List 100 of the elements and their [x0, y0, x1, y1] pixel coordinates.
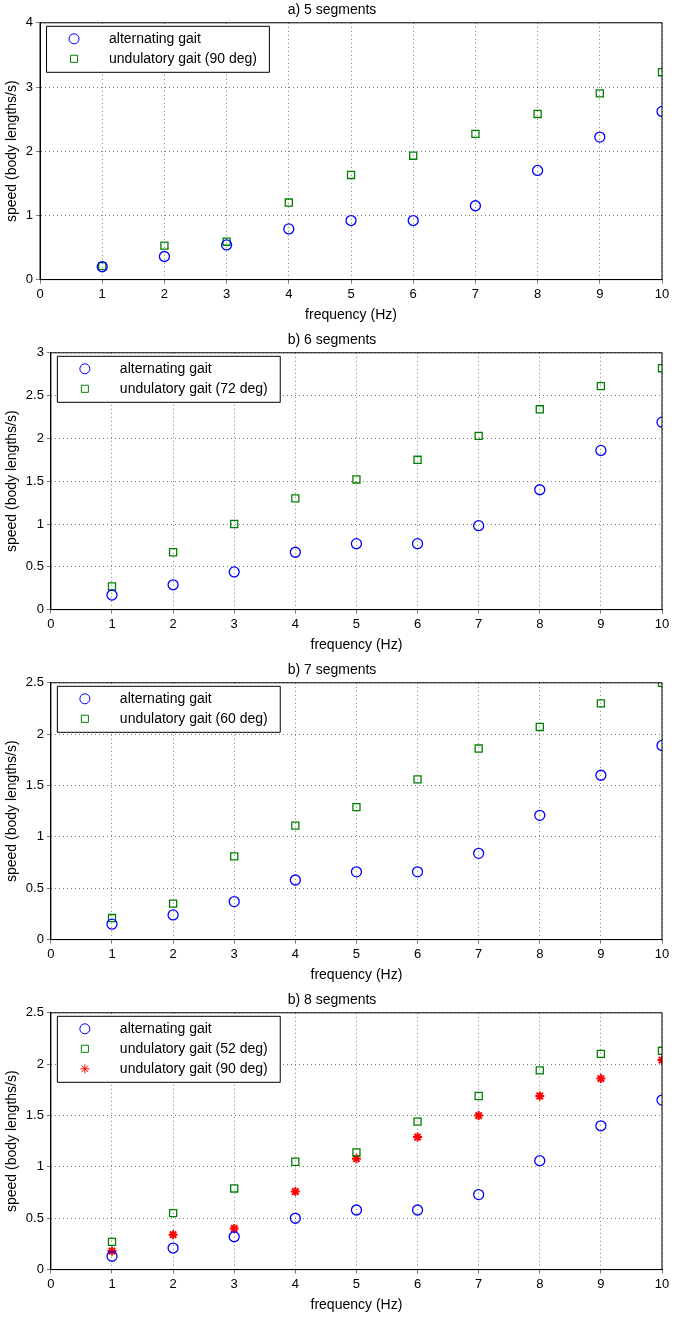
point [595, 769, 607, 781]
point [228, 895, 240, 908]
y-tick-label: 1 [25, 206, 34, 222]
x-tick-label: 7 [475, 945, 483, 961]
x-tick-label: 3 [230, 1275, 238, 1291]
point [230, 852, 239, 861]
point [283, 223, 295, 235]
legend-label: undulatory gait (90 deg) [109, 49, 257, 66]
point [352, 475, 361, 484]
x-tick-label: 10 [654, 1275, 670, 1291]
point [474, 744, 483, 753]
y-tick-label: 0 [36, 601, 44, 617]
point [350, 1153, 362, 1165]
point [595, 444, 607, 457]
x-tick-label: 6 [413, 1275, 422, 1291]
legend-label: undulatory gait (60 deg) [119, 709, 268, 726]
point [222, 237, 231, 246]
legend-label: alternating gait [119, 359, 212, 376]
point [168, 899, 178, 908]
x-tick-label: 0 [47, 1275, 55, 1291]
legend-label: alternating gait [119, 689, 212, 706]
x-tick-label: 10 [654, 615, 670, 631]
y-tick-label: 0 [25, 271, 34, 287]
y-tick-label: 2 [36, 1055, 44, 1071]
point [291, 821, 300, 830]
y-tick-label: 3 [36, 344, 44, 360]
x-tick-label: 5 [347, 285, 355, 301]
point [228, 566, 240, 578]
legend-label: undulatory gait (72 deg) [119, 379, 268, 396]
x-tick-label: 6 [413, 615, 422, 631]
point [167, 909, 179, 921]
legend-label: alternating gait [119, 1019, 212, 1036]
y-tick-label: 0.5 [25, 1209, 44, 1225]
point [409, 151, 418, 160]
point [284, 198, 293, 207]
x-tick-label: 0 [47, 945, 55, 961]
point [471, 129, 480, 139]
point [350, 538, 363, 550]
point [594, 131, 606, 143]
point [534, 484, 546, 496]
x-tick-label: 6 [413, 945, 422, 961]
x-tick-label: 7 [475, 615, 483, 631]
x-tick-label: 8 [536, 945, 544, 961]
point [531, 164, 544, 177]
chart-title: b) 8 segments [287, 991, 377, 1008]
point [595, 89, 604, 98]
x-tick-label: 0 [47, 615, 55, 631]
x-tick-label: 1 [108, 615, 116, 631]
point [107, 1237, 117, 1247]
y-tick-label: 2 [25, 142, 34, 158]
y-tick-label: 1 [36, 828, 44, 844]
point [158, 250, 171, 263]
point [106, 1250, 118, 1262]
x-tick-label: 9 [597, 1275, 605, 1291]
y-tick-label: 2.5 [25, 1004, 44, 1020]
point [474, 1091, 483, 1101]
point [469, 200, 482, 212]
y-axis-title: speed (body lengths/s) [3, 1070, 20, 1213]
chart-title: b) 7 segments [287, 661, 377, 678]
point [596, 382, 606, 391]
y-tick-label: 1 [36, 1158, 44, 1174]
x-axis-title: frequency (Hz) [305, 306, 397, 323]
point [289, 1212, 301, 1224]
x-tick-label: 3 [223, 285, 231, 301]
legend-label: undulatory gait (52 deg) [119, 1039, 268, 1056]
y-tick-label: 1.5 [25, 1107, 44, 1123]
point [289, 546, 301, 558]
y-tick-label: 0.5 [25, 558, 44, 574]
point [413, 455, 422, 464]
x-tick-label: 6 [409, 285, 417, 301]
point [168, 548, 178, 557]
point [596, 699, 606, 708]
point [345, 214, 357, 227]
point [534, 809, 546, 821]
point [412, 1131, 424, 1143]
x-tick-label: 10 [654, 945, 670, 961]
y-axis-title: speed (body lengths/s) [3, 80, 20, 223]
y-axis-title: speed (body lengths/s) [3, 740, 20, 883]
point [474, 431, 483, 441]
point [596, 1049, 606, 1059]
legend-label: undulatory gait (90 deg) [119, 1059, 268, 1076]
point [473, 847, 485, 859]
x-tick-label: 9 [597, 615, 605, 631]
point [352, 1148, 361, 1157]
point [595, 1120, 607, 1132]
point [411, 1204, 424, 1216]
point [413, 775, 422, 784]
point [535, 405, 544, 414]
x-tick-label: 10 [654, 285, 670, 301]
x-tick-label: 5 [352, 1275, 361, 1291]
x-tick-label: 4 [291, 1275, 299, 1291]
x-axis-title: frequency (Hz) [310, 966, 403, 983]
x-tick-label: 2 [169, 615, 177, 631]
point [350, 866, 363, 878]
x-tick-label: 5 [352, 615, 361, 631]
x-tick-label: 7 [471, 285, 480, 301]
point [291, 1157, 300, 1166]
chart-title: a) 5 segments [287, 1, 377, 18]
chart-title: b) 6 segments [287, 331, 377, 348]
point [228, 1231, 240, 1243]
